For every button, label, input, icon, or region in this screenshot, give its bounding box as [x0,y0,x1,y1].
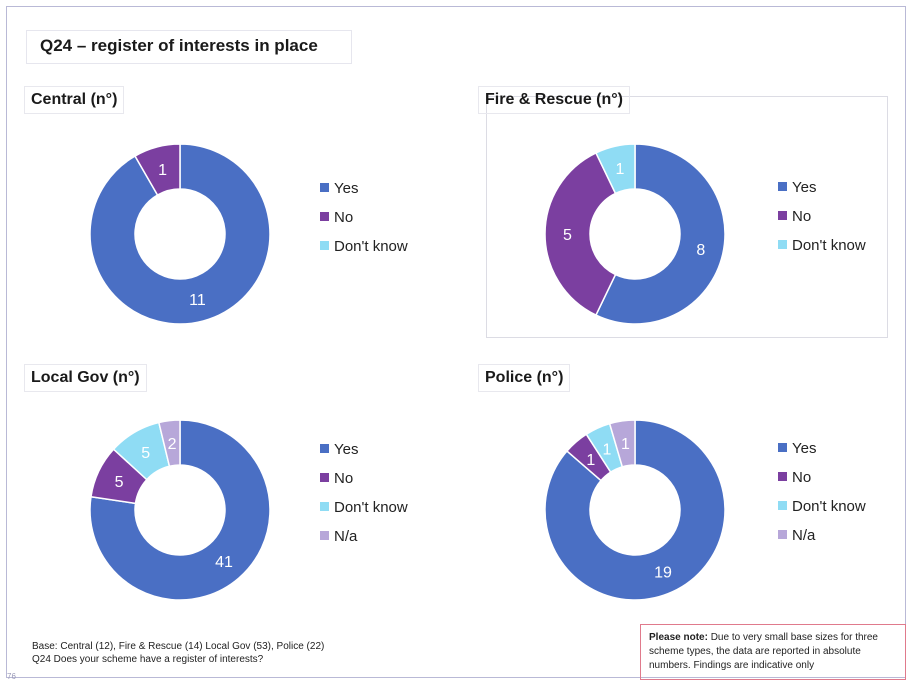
legend-swatch-police-yes [778,443,787,452]
data-label-fire-rescue-yes: 8 [696,242,705,259]
chart-title-local-gov: Local Gov (n°) [24,364,147,392]
legend-label-central-don-t-know: Don't know [334,238,408,255]
legend-label-local-gov-don-t-know: Don't know [334,499,408,516]
legend-swatch-local-gov-no [320,473,329,482]
data-label-local-gov-yes: 41 [215,554,233,571]
data-label-local-gov-n-a: 2 [168,436,177,453]
donut-chart-central: 111 [89,143,271,325]
donut-chart-fire-rescue: 8 5 1 [544,143,726,325]
data-label-central-no: 1 [158,162,167,179]
legend-swatch-fire-rescue-no [778,211,787,220]
data-label-local-gov-no: 5 [115,474,124,491]
slice-central-no [133,143,181,197]
slice-fire-rescue-yes [594,143,726,325]
legend-label-local-gov-n-a: N/a [334,528,358,545]
data-label-police-yes: 19 [654,564,672,581]
slice-fire-rescue-no [544,151,617,317]
note-label: Please note: [649,632,708,643]
legend-swatch-fire-rescue-don-t-know [778,240,787,249]
data-label-local-gov-don-t-know: 5 [141,445,150,462]
legend-swatch-central-yes [320,183,329,192]
legend-fire-rescue: Yes No Don't know [778,179,866,254]
legend-local-gov: Yes No Don't know N/a [320,441,408,545]
legend-swatch-police-no [778,472,787,481]
data-label-fire-rescue-no: 5 [563,227,572,244]
legend-swatch-central-don-t-know [320,241,329,250]
legend-label-local-gov-no: No [334,470,353,487]
legend-label-fire-rescue-no: No [792,208,811,225]
legend-label-police-don-t-know: Don't know [792,498,866,515]
legend-swatch-police-don-t-know [778,501,787,510]
donut-chart-local-gov: 41 55 2 [89,419,271,601]
slice-police-yes [544,419,726,601]
data-label-police-no: 1 [586,452,595,469]
footer: Base: Central (12), Fire & Rescue (14) L… [32,640,324,666]
legend-swatch-police-n-a [778,530,787,539]
legend-label-local-gov-yes: Yes [334,441,358,458]
slice-local-gov-yes [89,419,271,601]
chart-title-fire-rescue: Fire & Rescue (n°) [478,86,630,114]
slice-local-gov-n-a [157,419,181,468]
legend-label-police-n-a: N/a [792,527,816,544]
legend-label-central-yes: Yes [334,180,358,197]
page-number: 76 [7,672,16,681]
chart-title-police: Police (n°) [478,364,571,392]
slide-title: Q24 – register of interests in place [40,36,318,55]
legend-swatch-fire-rescue-yes [778,182,787,191]
data-label-fire-rescue-don-t-know: 1 [616,161,625,178]
slide-frame [6,6,906,678]
legend-swatch-local-gov-don-t-know [320,502,329,511]
note-box: Please note: Due to very small base size… [640,624,906,680]
legend-label-central-no: No [334,209,353,226]
legend-central: Yes No Don't know [320,180,408,255]
slice-fire-rescue-don-t-know [594,143,636,195]
note-text: Due to very small base sizes for three s… [649,632,878,671]
slice-central-yes [89,143,271,325]
legend-swatch-local-gov-yes [320,444,329,453]
data-label-central-yes: 11 [189,292,206,309]
legend-label-fire-rescue-yes: Yes [792,179,816,196]
data-label-police-n-a: 1 [621,436,630,453]
fire-rescue-panel-box [486,96,888,338]
slice-police-n-a [608,419,636,468]
legend-swatch-local-gov-n-a [320,531,329,540]
data-label-police-don-t-know: 1 [603,442,612,459]
chart-title-central: Central (n°) [24,86,125,114]
legend-label-fire-rescue-don-t-know: Don't know [792,237,866,254]
legend-police: Yes No Don't know N/a [778,440,866,544]
legend-swatch-central-no [320,212,329,221]
legend-label-police-no: No [792,469,811,486]
footer-question: Q24 Does your scheme have a register of … [32,654,264,665]
footer-base: Base: Central (12), Fire & Rescue (14) L… [32,641,325,652]
title-box [26,30,352,64]
legend-label-police-yes: Yes [792,440,816,457]
